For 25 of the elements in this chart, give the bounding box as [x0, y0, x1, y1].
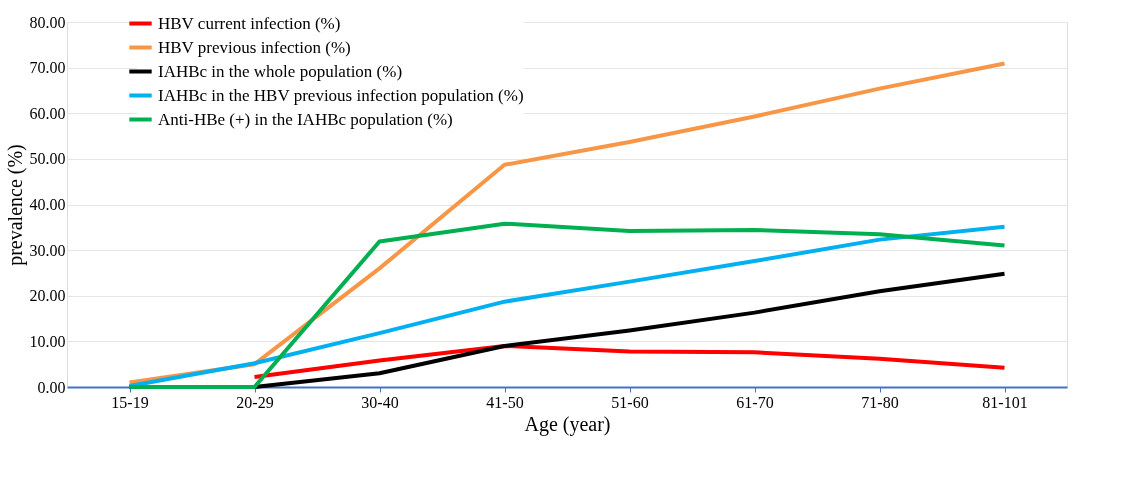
legend-label: HBV previous infection (%): [158, 37, 351, 57]
y-tick-label: 40.00: [29, 196, 66, 213]
legend-label: IAHBc in the HBV previous infection population (%): [158, 85, 524, 105]
legend-label: HBV current infection (%): [158, 13, 341, 33]
line-series: [252, 343, 1007, 379]
x-tick-label: 30-40: [361, 393, 399, 411]
y-tick-label: 10.00: [29, 332, 66, 350]
x-tick-label: 15-19: [111, 393, 149, 411]
x-axis-title: Age (year): [524, 412, 611, 436]
x-tick-label: 41-50: [486, 393, 524, 411]
legend-label: Anti-HBe (+) in the IAHBc population (%): [158, 109, 453, 129]
y-tick-label: 80.00: [29, 13, 66, 31]
y-tick-label: 0.00: [37, 378, 66, 396]
x-tick-label: 61-70: [736, 393, 774, 411]
legend-label: IAHBc in the whole population (%): [158, 61, 403, 81]
y-tick-label: 50.00: [29, 150, 66, 168]
y-tick-label: 30.00: [29, 241, 66, 259]
y-axis-title: prevalence (%): [3, 144, 27, 266]
x-tick-label: 81-101: [982, 393, 1028, 411]
y-tick-label: 60.00: [29, 104, 66, 122]
x-tick-label: 71-80: [861, 393, 899, 411]
x-tick-label: 51-60: [611, 393, 649, 411]
y-tick-label: 70.00: [29, 59, 66, 77]
x-tick-label: 20-29: [236, 393, 274, 411]
y-tick-label: 20.00: [29, 287, 66, 305]
